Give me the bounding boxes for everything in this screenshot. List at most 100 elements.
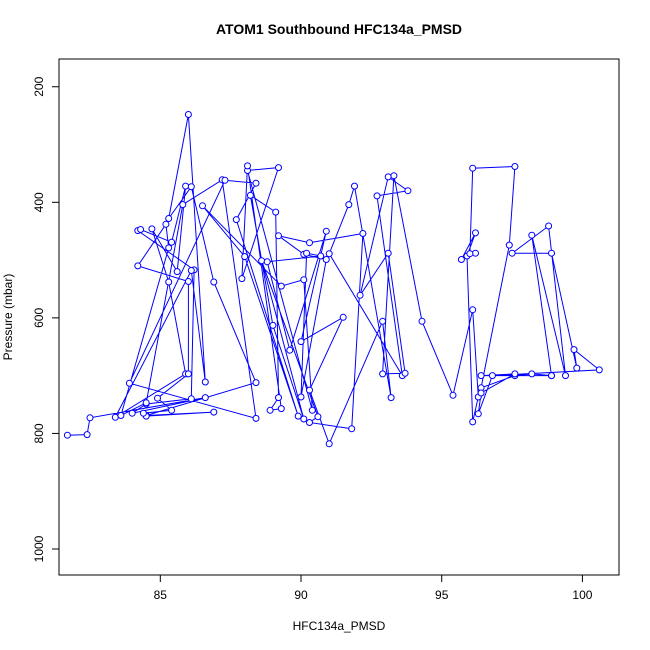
y-tick-label: 600: [32, 308, 46, 328]
data-point: [303, 249, 311, 257]
data-point: [142, 399, 150, 407]
x-tick-label: 100: [572, 588, 592, 602]
data-point: [263, 258, 271, 266]
data-point: [488, 372, 496, 380]
data-point: [125, 379, 133, 387]
data-point: [63, 431, 71, 439]
data-point: [418, 317, 426, 325]
data-point: [457, 256, 465, 263]
data-point: [469, 164, 477, 172]
y-tick-label: 1000: [32, 535, 46, 562]
data-point: [404, 187, 412, 195]
data-point: [252, 179, 260, 187]
data-point: [379, 370, 387, 378]
data-point: [269, 321, 277, 329]
data-point: [165, 278, 173, 286]
data-point: [187, 183, 195, 191]
data-point: [384, 173, 392, 181]
data-point: [325, 250, 333, 258]
data-point: [548, 249, 555, 257]
series-layer: [63, 111, 603, 448]
data-point: [232, 216, 240, 224]
data-point: [252, 379, 260, 387]
data-point: [300, 276, 308, 284]
data-point: [348, 425, 356, 433]
data-point: [210, 278, 218, 286]
data-point: [286, 346, 294, 354]
data-point: [201, 394, 209, 402]
data-point: [117, 412, 125, 419]
data-point: [148, 225, 156, 233]
data-point: [384, 249, 392, 257]
data-point: [86, 414, 94, 422]
data-point: [359, 230, 367, 237]
data-point: [184, 111, 192, 118]
data-point: [277, 282, 285, 290]
data-point: [241, 253, 249, 261]
data-point: [201, 378, 209, 386]
y-tick-label: 800: [32, 423, 46, 443]
data-point: [449, 391, 457, 399]
data-point: [221, 176, 229, 184]
data-point: [300, 415, 308, 423]
data-point: [390, 172, 398, 180]
data-point: [199, 202, 206, 210]
x-axis-label: HFC134a_PMSD: [293, 619, 386, 633]
data-point: [139, 409, 147, 417]
data-point: [165, 244, 173, 252]
data-point: [351, 182, 358, 190]
data-point: [238, 275, 246, 283]
data-point: [314, 413, 322, 421]
axis-layer: 85 90 95 100 200 400 600 800 1000: [32, 76, 593, 602]
data-point: [187, 395, 195, 403]
data-point: [356, 291, 364, 299]
data-point: [528, 370, 536, 378]
data-point: [246, 191, 254, 199]
y-tick-label: 400: [32, 192, 46, 212]
x-tick-label: 90: [294, 588, 308, 602]
data-point: [165, 215, 173, 222]
data-point: [258, 257, 266, 265]
data-point: [266, 406, 274, 414]
data-point: [511, 370, 519, 378]
data-point: [244, 162, 251, 170]
data-point: [474, 410, 482, 418]
data-point: [545, 222, 553, 230]
data-point: [528, 231, 536, 239]
data-point: [168, 238, 176, 246]
data-point: [477, 389, 485, 397]
data-point: [387, 394, 395, 402]
data-point: [210, 408, 218, 416]
x-tick-label: 95: [435, 588, 449, 602]
data-point: [401, 369, 409, 377]
data-point: [508, 249, 516, 257]
data-point: [373, 192, 381, 200]
data-point: [168, 406, 176, 414]
y-axis-label: Pressure (mbar): [1, 274, 15, 361]
data-point: [275, 394, 282, 402]
data-point: [128, 409, 136, 417]
data-point: [134, 262, 142, 270]
data-point: [252, 414, 260, 422]
data-point: [173, 268, 181, 276]
data-point: [306, 239, 313, 247]
data-point: [154, 394, 161, 402]
data-point: [595, 366, 603, 374]
data-point: [548, 372, 555, 380]
data-point: [477, 372, 485, 380]
data-point: [187, 267, 195, 274]
data-point: [184, 370, 192, 378]
data-point: [277, 405, 285, 413]
data-point: [469, 306, 477, 314]
data-point: [137, 226, 145, 233]
data-point: [379, 317, 387, 325]
data-point: [294, 412, 302, 420]
data-point: [469, 418, 477, 426]
data-point: [573, 364, 581, 372]
data-point: [275, 232, 282, 240]
data-point: [297, 338, 305, 346]
data-point: [505, 241, 513, 249]
data-point: [511, 163, 519, 170]
